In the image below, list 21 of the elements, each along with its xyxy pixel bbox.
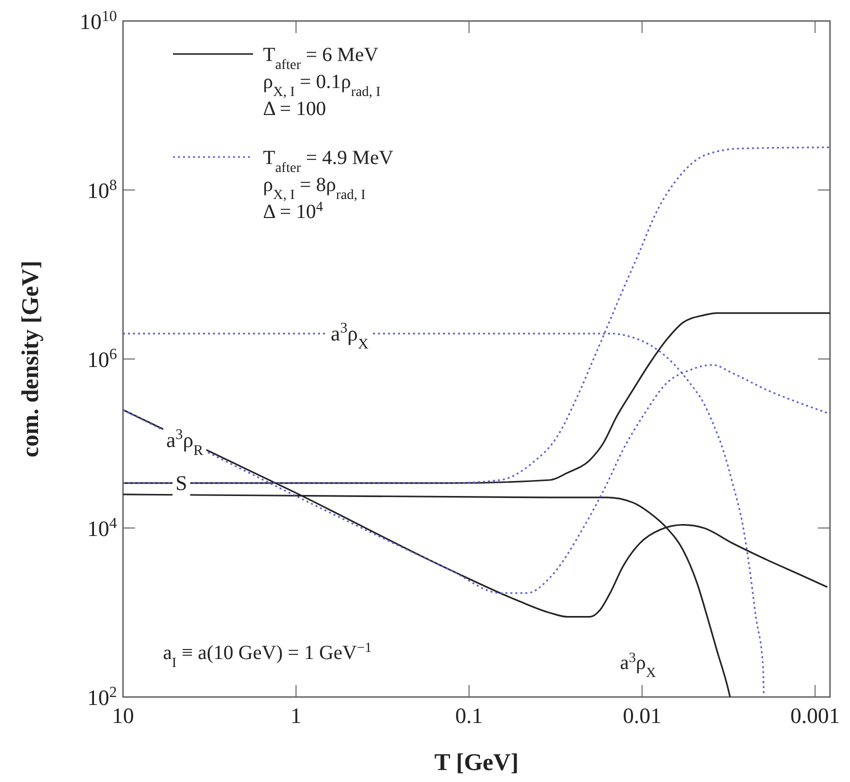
y-tick-label: 10$^{4}$ <box>87 514 118 541</box>
y-axis-title: com. density [GeV] <box>18 260 44 458</box>
annotation: a$_{I}$ ≡ a(10 GeV) = 1 GeV$^{−1}$ <box>163 640 372 670</box>
x-tick-label: 0.001 <box>790 703 840 728</box>
annotation: S <box>176 471 188 496</box>
x-tick-label: 1 <box>290 703 302 728</box>
annotation: a$^{3}$ρ$_{X}$ <box>330 320 369 353</box>
legend-label: T$_{after}$ = 6 MeV <box>263 44 379 72</box>
x-tick-label: 0.1 <box>455 703 483 728</box>
annotation: Δ = 10$^{4}$ <box>263 200 324 223</box>
annotation: ρ$_{X, I}$ = 0.1ρ$_{rad, I}$ <box>263 71 381 100</box>
x-axis-title: T [GeV] <box>434 750 519 776</box>
annotation: ρ$_{X, I}$ = 8ρ$_{rad, I}$ <box>263 174 366 202</box>
annotation: a$^{3}$ρ$_{X}$ <box>620 650 656 680</box>
y-tick-label: 10$^{8}$ <box>87 176 118 203</box>
y-tick-label: 10$^{10}$ <box>80 8 118 34</box>
y-tick-label: 10$^{6}$ <box>87 346 118 372</box>
annotation: Δ = 100 <box>263 98 326 120</box>
annotation: a$^{3}$ρ$_{R}$ <box>166 427 204 459</box>
x-tick-label: 0.01 <box>622 703 662 728</box>
legend-label: T$_{after}$ = 4.9 MeV <box>263 147 394 176</box>
